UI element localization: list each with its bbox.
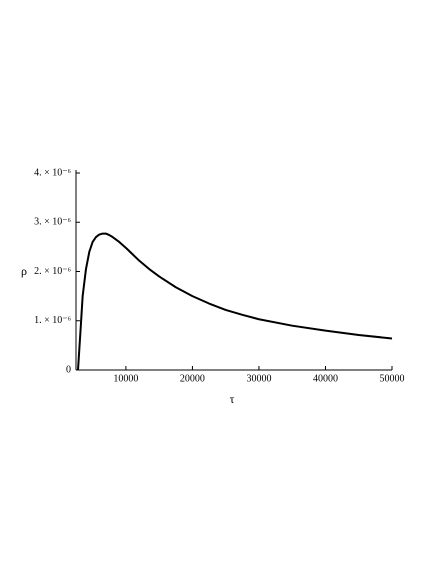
y-tick-label: 3. × 10⁻⁶ (34, 217, 71, 228)
data-line (77, 232, 393, 371)
x-tick-label: 50000 (380, 373, 405, 384)
y-tick-label: 4. × 10⁻⁶ (34, 167, 71, 178)
x-tick-label: 30000 (246, 373, 271, 384)
y-axis-label: ρ (21, 264, 27, 278)
y-tick-label: 1. × 10⁻⁶ (34, 315, 71, 326)
x-tick-label: 40000 (313, 373, 338, 384)
y-tick-label: 0 (66, 364, 71, 375)
x-tick-label: 20000 (180, 373, 205, 384)
x-tick-label: 10000 (113, 373, 138, 384)
y-tick-label: 2. × 10⁻⁶ (34, 266, 71, 277)
x-axis-label: τ (230, 392, 235, 406)
